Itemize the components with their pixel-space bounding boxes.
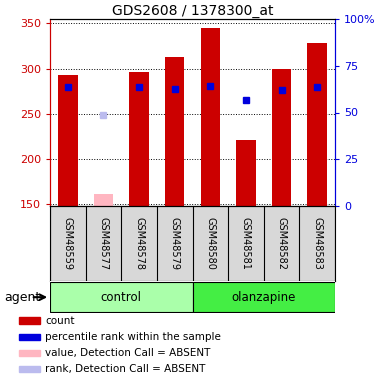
Bar: [19, 333, 40, 340]
Bar: [272, 69, 291, 206]
Bar: [19, 350, 40, 356]
Text: count: count: [45, 315, 75, 326]
Bar: [19, 318, 40, 324]
Text: GSM48579: GSM48579: [170, 217, 180, 270]
Bar: [236, 140, 256, 206]
Text: GSM48559: GSM48559: [63, 217, 73, 270]
Bar: [129, 72, 149, 206]
Text: percentile rank within the sample: percentile rank within the sample: [45, 332, 221, 342]
Text: olanzapine: olanzapine: [231, 291, 296, 304]
Text: agent: agent: [4, 291, 40, 304]
Title: GDS2608 / 1378300_at: GDS2608 / 1378300_at: [112, 4, 273, 18]
Bar: [165, 57, 184, 206]
Bar: [50, 282, 192, 312]
Text: rank, Detection Call = ABSENT: rank, Detection Call = ABSENT: [45, 364, 206, 374]
Bar: [58, 75, 78, 206]
Text: control: control: [101, 291, 142, 304]
Text: GSM48580: GSM48580: [205, 217, 215, 270]
Bar: [94, 195, 113, 206]
Bar: [307, 43, 327, 206]
Bar: [192, 282, 335, 312]
Text: GSM48581: GSM48581: [241, 217, 251, 270]
Text: GSM48578: GSM48578: [134, 217, 144, 270]
Text: value, Detection Call = ABSENT: value, Detection Call = ABSENT: [45, 348, 211, 358]
Bar: [19, 366, 40, 372]
Text: GSM48582: GSM48582: [276, 217, 286, 270]
Text: GSM48583: GSM48583: [312, 217, 322, 270]
Bar: [201, 28, 220, 206]
Text: GSM48577: GSM48577: [99, 217, 109, 270]
